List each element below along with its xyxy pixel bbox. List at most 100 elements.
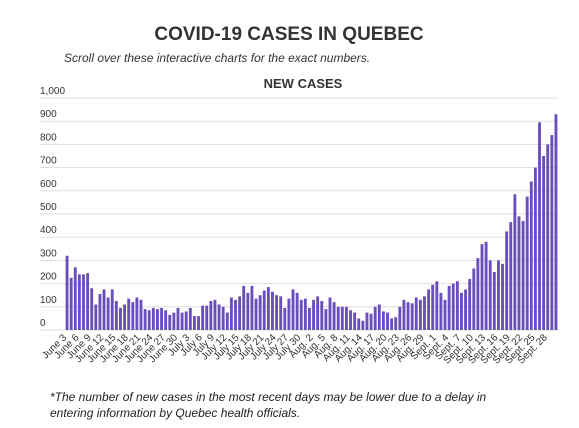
y-tick-label: 800	[40, 132, 57, 143]
bar	[303, 298, 307, 330]
bar	[505, 231, 509, 330]
y-tick-label: 900	[40, 109, 57, 120]
bar	[160, 307, 163, 330]
bar	[143, 309, 147, 330]
bar	[299, 299, 303, 330]
bar	[102, 289, 106, 330]
bar	[340, 306, 344, 330]
bar	[525, 196, 529, 330]
bar	[283, 307, 287, 330]
bar	[390, 318, 394, 330]
bar	[119, 307, 122, 330]
bar	[86, 273, 90, 330]
bar	[246, 292, 250, 330]
bar	[213, 299, 217, 330]
bar	[291, 289, 295, 330]
bar	[209, 301, 213, 330]
bar	[435, 281, 439, 330]
bar	[320, 301, 324, 330]
bar	[262, 290, 266, 330]
bar	[492, 272, 496, 330]
bar	[295, 292, 299, 330]
bar	[332, 302, 336, 330]
bar	[287, 298, 291, 330]
bar	[476, 258, 480, 330]
bar	[151, 307, 155, 330]
bar	[271, 291, 274, 330]
bar	[94, 304, 98, 330]
bar	[279, 296, 283, 330]
bar	[353, 312, 357, 330]
y-tick-label: 1,000	[40, 86, 65, 97]
bar	[324, 309, 328, 330]
bar	[266, 287, 270, 330]
bar	[250, 285, 254, 330]
panel-title: NEW CASES	[264, 76, 343, 91]
bar	[131, 302, 135, 330]
bar	[439, 292, 443, 330]
bar	[361, 320, 365, 330]
bar	[147, 310, 151, 330]
bar	[529, 181, 533, 330]
bar	[509, 222, 513, 330]
bar	[225, 312, 229, 330]
bar	[139, 299, 143, 330]
y-tick-label: 500	[40, 202, 57, 213]
bar	[164, 310, 168, 330]
bar	[468, 278, 472, 330]
bar	[427, 289, 431, 330]
bar	[217, 304, 221, 330]
y-tick-label: 100	[40, 295, 57, 306]
bar	[533, 167, 537, 330]
bar	[201, 305, 205, 330]
bar	[521, 220, 525, 330]
bar	[501, 263, 504, 330]
bar	[488, 260, 492, 330]
bar	[373, 306, 377, 330]
y-tick-label: 0	[40, 318, 46, 329]
bar	[414, 297, 418, 330]
subtitle: Scroll over these interactive charts for…	[64, 51, 370, 65]
bar	[254, 298, 258, 330]
bar	[406, 302, 410, 330]
bar	[513, 194, 517, 330]
bar	[464, 289, 468, 330]
bar	[538, 122, 541, 330]
y-tick-label: 400	[40, 225, 57, 236]
bar	[238, 296, 242, 330]
bar	[455, 281, 459, 330]
footnote: *The number of new cases in the most rec…	[50, 390, 487, 420]
bar	[480, 244, 484, 330]
bar	[336, 306, 340, 330]
bar	[172, 312, 176, 330]
bar	[386, 312, 389, 330]
bar	[496, 260, 500, 330]
bar	[168, 314, 172, 330]
bar	[234, 299, 237, 330]
bar	[127, 298, 131, 330]
bar	[155, 309, 159, 330]
bar	[377, 304, 381, 330]
bar	[242, 285, 246, 330]
bar	[316, 296, 320, 330]
bar	[184, 311, 188, 330]
bar	[550, 135, 554, 330]
bar	[205, 305, 209, 330]
y-tick-label: 600	[40, 179, 57, 190]
bar	[229, 297, 233, 330]
bar	[221, 306, 225, 330]
bar	[275, 295, 279, 330]
bar	[381, 311, 385, 330]
bar	[357, 318, 361, 330]
bar	[349, 310, 352, 330]
bar	[328, 297, 332, 330]
bar	[77, 274, 81, 330]
bar	[98, 294, 102, 330]
bar	[90, 288, 94, 330]
bar	[308, 307, 311, 330]
bar	[443, 299, 447, 330]
bar	[460, 292, 463, 330]
bar	[180, 312, 184, 330]
bar	[135, 297, 139, 330]
